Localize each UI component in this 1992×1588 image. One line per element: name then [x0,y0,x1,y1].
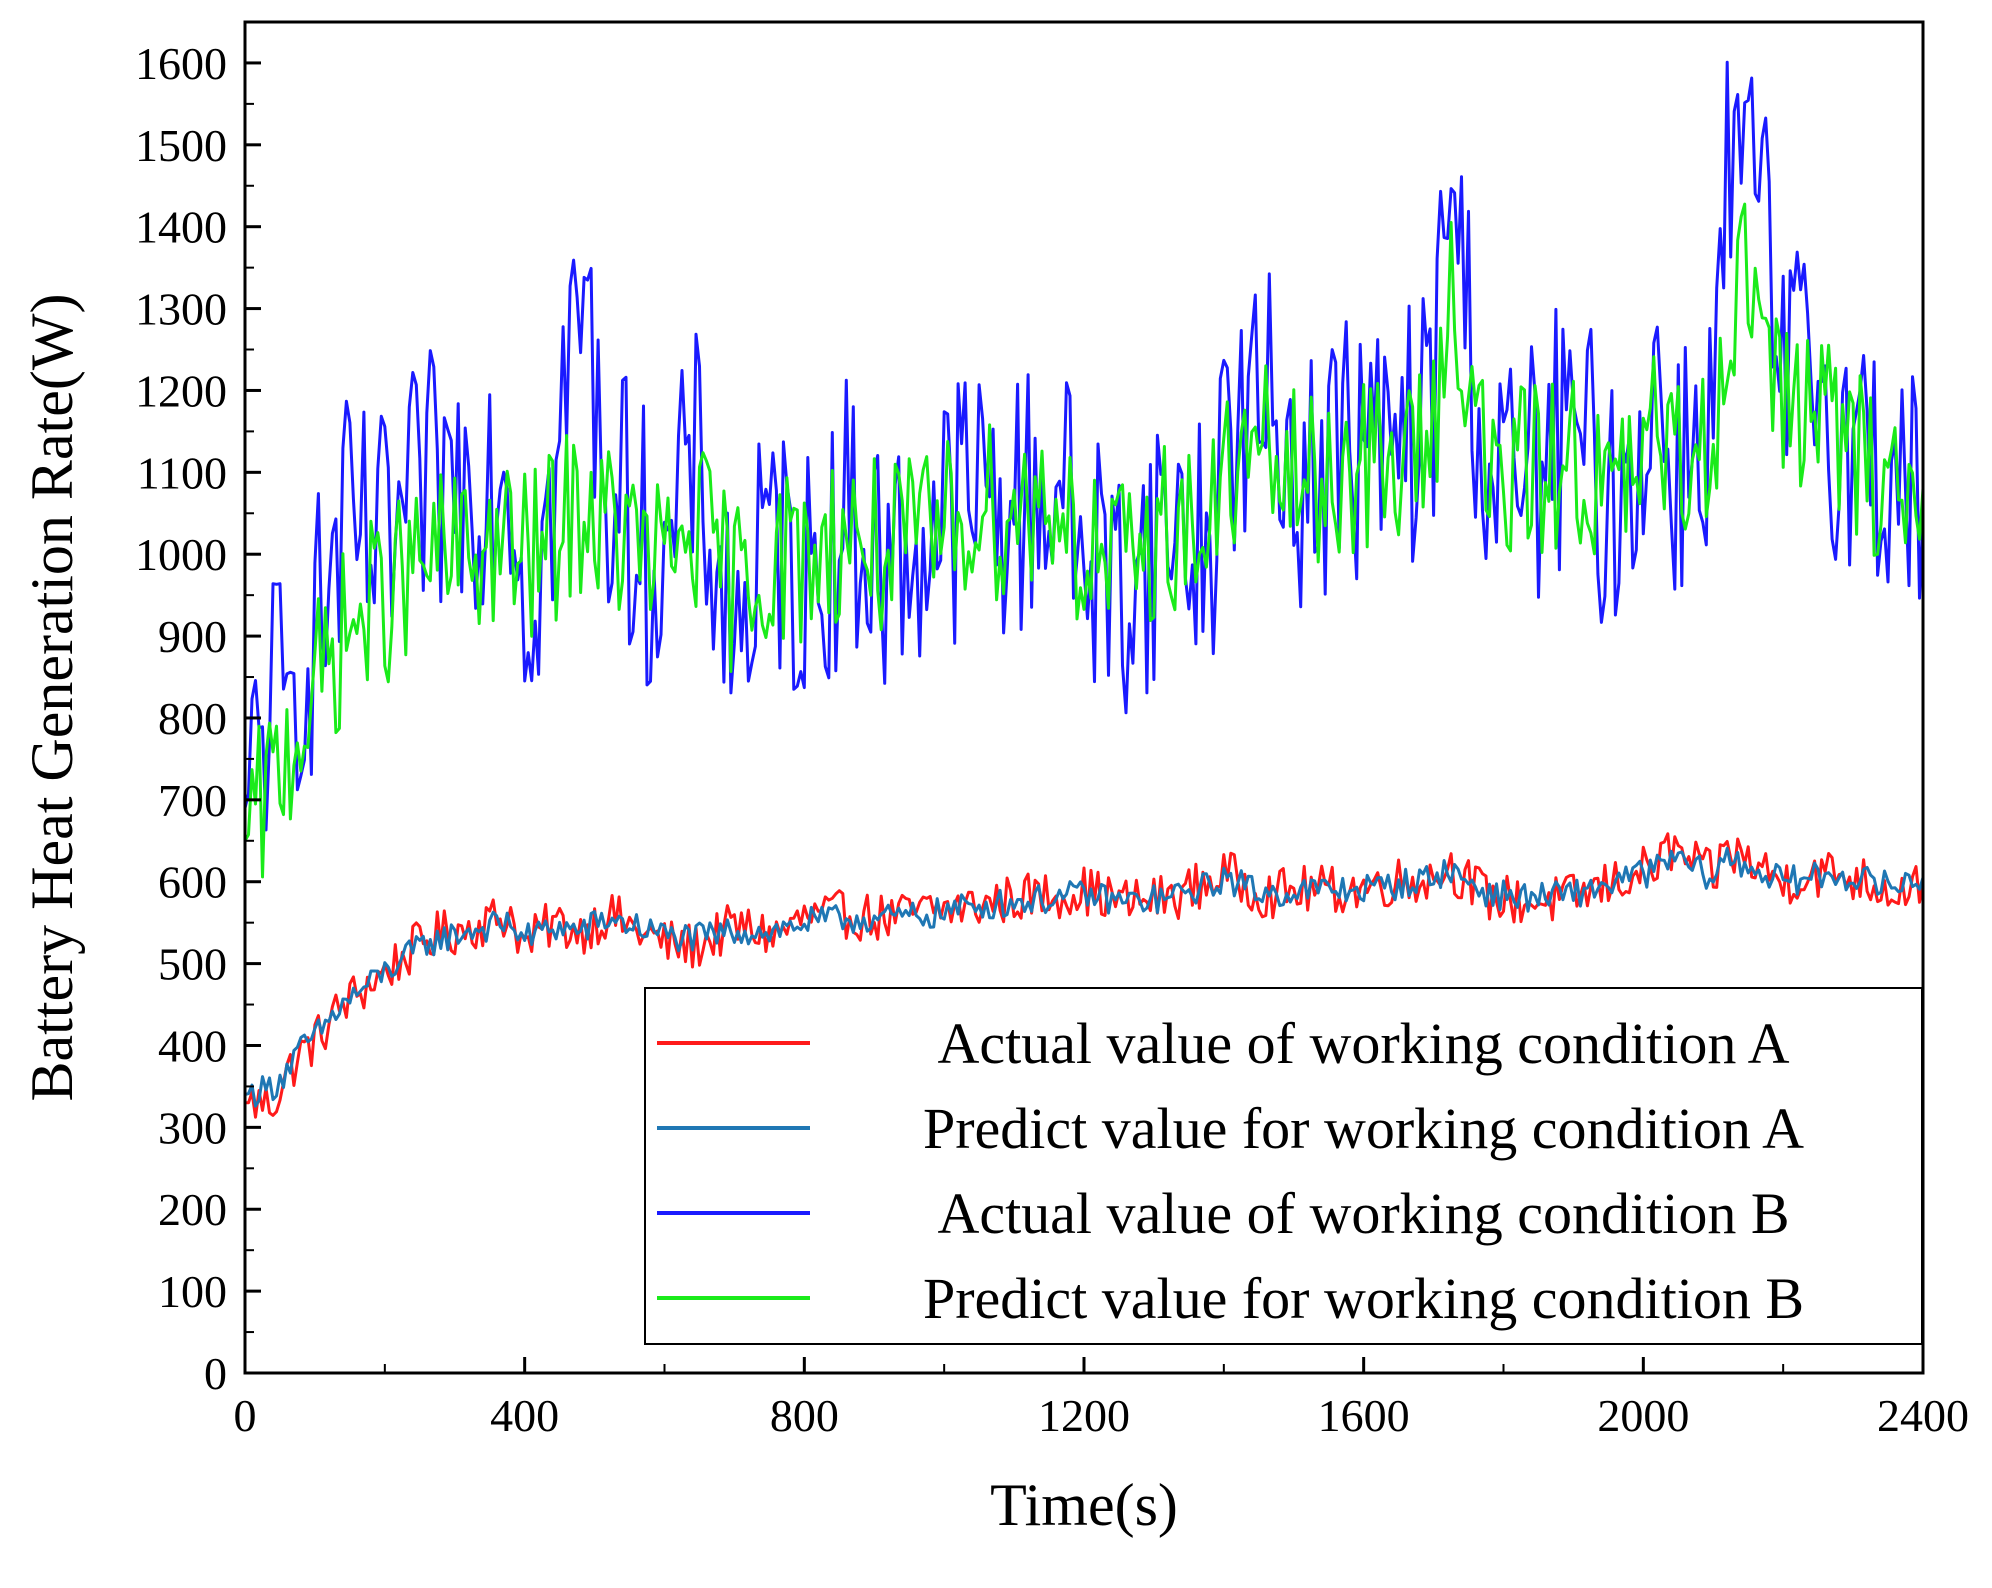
legend-label-0: Actual value of working condition A [937,1011,1789,1076]
axes-layer: 0 400 800 1200 1600 2000 2400 0 100 200 300 400 500 6… [19,20,1969,1538]
legend: Actual value of working condition A Predi… [644,987,1923,1345]
y-tick-label: 1000 [135,529,227,580]
y-tick-label: 500 [158,939,227,990]
x-axis-title: Time(s) [990,1472,1178,1538]
x-tick-label: 400 [490,1390,559,1441]
y-tick-label: 1500 [135,120,227,171]
x-tick-label: 1200 [1038,1390,1130,1441]
series-layer [245,60,1923,1119]
y-tick-label: 1400 [135,202,227,253]
y-tick-label: 400 [158,1020,227,1071]
legend-label-2: Actual value of working condition B [937,1181,1789,1246]
y-tick-label: 300 [158,1102,227,1153]
y-tick-label: 1300 [135,284,227,335]
y-tick-label: 100 [158,1266,227,1317]
legend-label-1: Predict value for working condition A [923,1096,1804,1161]
x-tick-label: 2400 [1877,1390,1969,1441]
legend-box [644,987,1923,1345]
y-tick-label: 600 [158,857,227,908]
series-line-1 [245,846,1923,1108]
y-tick-label: 1600 [135,38,227,89]
y-tick-label: 900 [158,611,227,662]
y-tick-label: 0 [204,1348,227,1399]
y-tick-label: 200 [158,1184,227,1235]
y-axis-title: Battery Heat Generation Rate(W) [19,294,85,1102]
series-line-3 [245,202,1923,879]
legend-label-3: Predict value for working condition B [923,1266,1804,1331]
series-line-2 [245,60,1923,832]
y-tick-label: 1100 [137,447,227,498]
y-tick-label: 800 [158,693,227,744]
x-tick-label: 0 [234,1390,257,1441]
y-tick-label: 1200 [135,365,227,416]
x-tick-label: 2000 [1597,1390,1689,1441]
x-tick-label: 800 [770,1390,839,1441]
y-tick-label: 700 [158,775,227,826]
x-tick-label: 1600 [1318,1390,1410,1441]
